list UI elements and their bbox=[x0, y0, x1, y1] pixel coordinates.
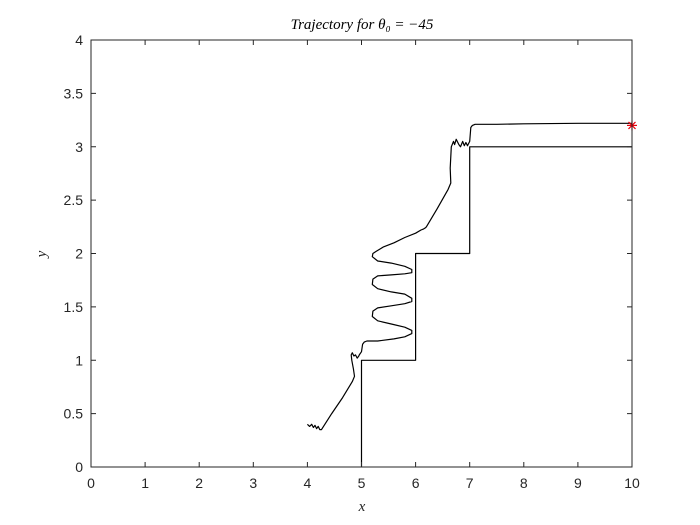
y-tick-label: 2.5 bbox=[64, 192, 84, 208]
x-tick-label: 1 bbox=[141, 475, 149, 491]
trajectory-line bbox=[306, 122, 632, 431]
y-tick-label: 4 bbox=[75, 32, 83, 48]
y-tick-label: 0 bbox=[75, 459, 83, 475]
y-axis-label: y bbox=[34, 250, 50, 259]
y-tick-label: 2 bbox=[75, 246, 83, 262]
x-tick-label: 8 bbox=[520, 475, 528, 491]
x-axis-ticks: 0 1 2 3 4 5 6 7 8 9 10 bbox=[87, 40, 640, 491]
step-boundary-line bbox=[360, 146, 632, 467]
chart-title: Trajectory for θ₀ = −45 bbox=[291, 17, 434, 33]
x-tick-label: 7 bbox=[466, 475, 474, 491]
x-tick-label: 6 bbox=[412, 475, 420, 491]
x-tick-label: 3 bbox=[249, 475, 257, 491]
x-axis-label: x bbox=[358, 499, 366, 515]
x-tick-label: 4 bbox=[304, 475, 312, 491]
x-tick-label: 2 bbox=[195, 475, 203, 491]
x-tick-label: 5 bbox=[358, 475, 366, 491]
y-tick-label: 1 bbox=[75, 352, 83, 368]
y-tick-label: 3 bbox=[75, 139, 83, 155]
y-tick-label: 0.5 bbox=[64, 406, 84, 422]
x-tick-label: 0 bbox=[87, 475, 95, 491]
y-axis-ticks: 0 0.5 1 1.5 2 2.5 3 3.5 4 bbox=[64, 32, 632, 475]
y-tick-label: 1.5 bbox=[64, 299, 84, 315]
x-tick-label: 10 bbox=[624, 475, 640, 491]
x-tick-label: 9 bbox=[574, 475, 582, 491]
y-tick-label: 3.5 bbox=[64, 85, 84, 101]
